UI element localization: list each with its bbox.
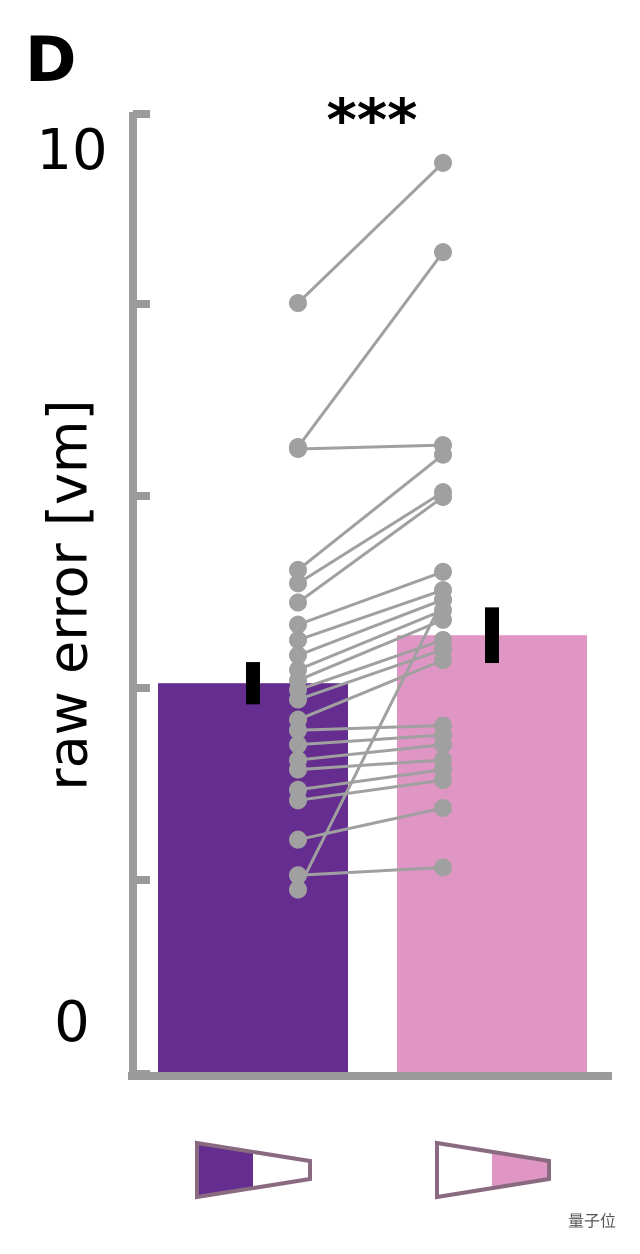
point xyxy=(289,294,307,313)
point xyxy=(434,651,452,670)
panel-label: D xyxy=(25,23,76,96)
pair-line xyxy=(297,758,444,772)
y-axis-label: raw error [vm] xyxy=(37,399,100,790)
bar xyxy=(158,683,348,1072)
point xyxy=(289,574,307,593)
pair-line xyxy=(296,251,445,448)
point xyxy=(434,771,452,790)
error-bar xyxy=(246,662,260,705)
point xyxy=(289,735,307,754)
pair-line xyxy=(297,453,444,572)
point xyxy=(289,439,307,458)
pair-line xyxy=(297,598,444,657)
point xyxy=(289,690,307,709)
point xyxy=(434,487,452,506)
point xyxy=(289,866,307,885)
pair-line xyxy=(297,806,444,842)
condition-icon xyxy=(435,1140,551,1200)
point xyxy=(434,445,452,464)
point xyxy=(289,880,307,899)
pair-line xyxy=(297,768,444,792)
pair-line xyxy=(297,490,444,585)
point xyxy=(289,791,307,810)
pair-line xyxy=(297,608,444,672)
point xyxy=(434,610,452,629)
point xyxy=(434,590,452,609)
pair-line xyxy=(297,588,444,642)
point xyxy=(289,615,307,634)
point xyxy=(434,153,452,172)
point xyxy=(434,858,452,877)
pair-line xyxy=(297,733,444,747)
point xyxy=(434,799,452,817)
point xyxy=(289,760,307,779)
pair-line xyxy=(296,161,445,305)
y-tick-label: 10 xyxy=(36,118,107,183)
condition-icon xyxy=(195,1140,312,1200)
pair-line xyxy=(297,495,444,604)
point xyxy=(289,560,307,579)
point xyxy=(289,646,307,665)
error-bar xyxy=(485,607,499,664)
bar xyxy=(397,635,587,1072)
pair-line xyxy=(296,599,445,891)
pair-line xyxy=(297,443,444,451)
point xyxy=(289,631,307,649)
point xyxy=(289,721,307,740)
pair-line xyxy=(297,723,444,732)
point xyxy=(289,830,307,849)
pair-line xyxy=(297,866,444,877)
point xyxy=(434,243,452,262)
pair-line xyxy=(297,618,444,682)
point xyxy=(434,735,452,754)
point xyxy=(289,593,307,612)
y-tick-label: 0 xyxy=(54,990,90,1055)
point xyxy=(434,562,452,581)
pair-line xyxy=(297,570,444,627)
significance: *** xyxy=(327,86,418,154)
pair-line xyxy=(297,778,444,802)
pair-line xyxy=(297,648,444,701)
pair-line xyxy=(297,743,444,762)
watermark: 量子位 xyxy=(568,1212,616,1231)
pair-line xyxy=(297,658,444,722)
